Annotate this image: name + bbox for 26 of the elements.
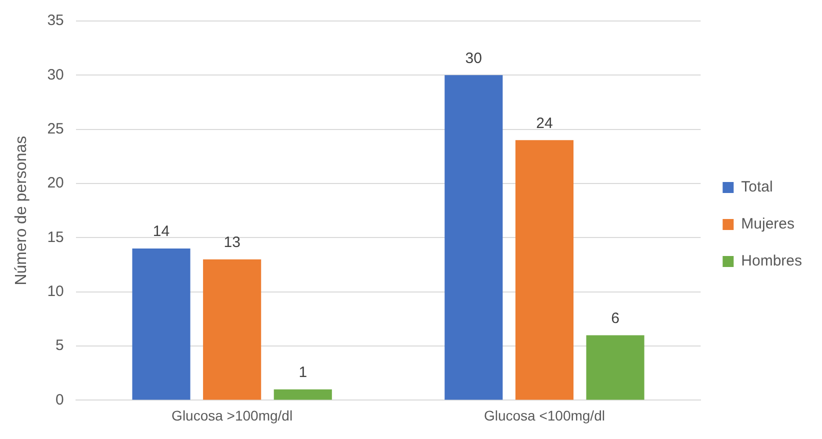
- bar: [444, 75, 503, 400]
- y-tick-label: 30: [47, 66, 64, 84]
- bar: [274, 389, 332, 400]
- x-tick-label: Glucosa >100mg/dl: [172, 407, 293, 424]
- y-tick-label: 35: [47, 12, 64, 30]
- y-tick-label: 0: [56, 391, 64, 408]
- legend-label: Hombres: [741, 252, 802, 270]
- x-tick-label: Glucosa <100mg/dl: [484, 407, 605, 424]
- data-label: 1: [298, 364, 308, 382]
- legend-label: Mujeres: [741, 216, 795, 233]
- legend-label: Total: [741, 178, 773, 196]
- data-label: 6: [611, 310, 620, 327]
- bar: [132, 248, 190, 400]
- y-tick-label: 20: [47, 174, 64, 192]
- y-axis-title: Número de personas: [13, 136, 30, 286]
- y-tick-label: 25: [47, 120, 64, 138]
- bar: [586, 335, 644, 400]
- bar: [515, 140, 574, 400]
- y-tick-label: 5: [56, 337, 64, 354]
- bar: [203, 259, 262, 400]
- y-tick-label: 10: [47, 283, 64, 300]
- data-label: 24: [536, 114, 553, 132]
- y-tick-label: 15: [47, 228, 64, 246]
- data-label: 14: [152, 223, 170, 240]
- data-label: 30: [465, 50, 482, 67]
- data-label: 13: [224, 234, 240, 251]
